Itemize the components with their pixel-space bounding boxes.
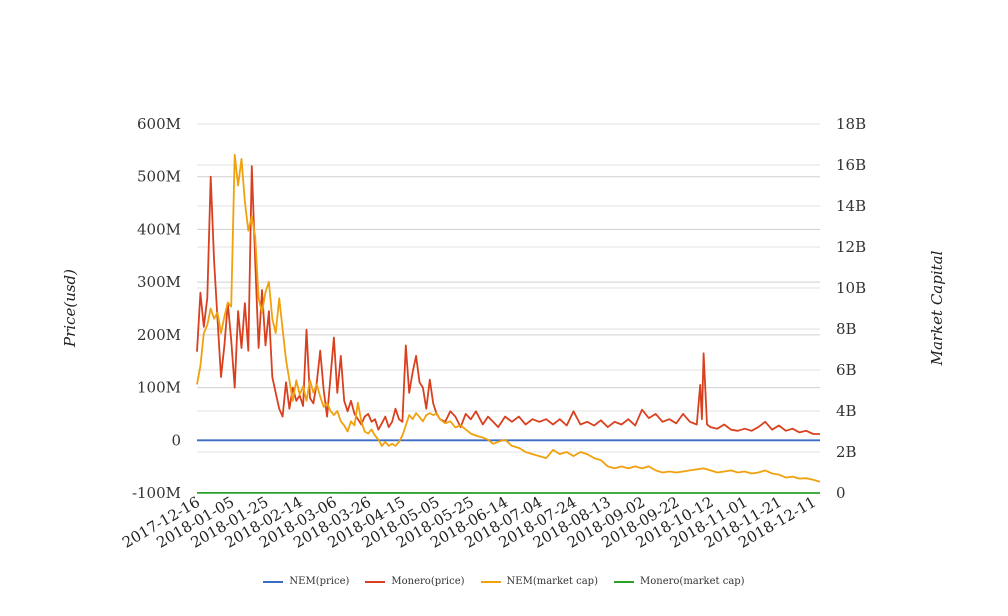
legend-item[interactable]: NEM(price) bbox=[263, 576, 349, 587]
y-tick-label: 500M bbox=[137, 168, 181, 186]
y2-tick-label: 6B bbox=[836, 361, 857, 379]
legend-swatch bbox=[480, 580, 501, 583]
legend: NEM(price) Monero(price) NEM(market cap) Mo… bbox=[0, 576, 1008, 587]
chart: -100M 0 100M 200M 300M 400M 500M 600M 0 2B 4B 6B 8B… bbox=[61, 115, 946, 552]
legend-swatch bbox=[614, 580, 634, 583]
y-tick-label: 100M bbox=[137, 379, 181, 397]
y2-tick-label: 8B bbox=[836, 320, 857, 338]
y2-axis-title: Market Capital bbox=[928, 250, 946, 366]
series-line bbox=[196, 153, 821, 483]
y2-tick-label: 14B bbox=[836, 197, 866, 215]
legend-label: NEM(price) bbox=[289, 576, 350, 587]
left-axis: -100M 0 100M 200M 300M 400M 500M 600M bbox=[132, 115, 181, 502]
y-tick-label: 0 bbox=[171, 431, 181, 449]
legend-swatch bbox=[365, 580, 386, 583]
y-tick-label: 400M bbox=[137, 220, 181, 238]
y2-tick-label: 0 bbox=[836, 484, 846, 502]
y-tick-label: -100M bbox=[132, 484, 181, 502]
series-line bbox=[196, 165, 820, 435]
y2-tick-label: 18B bbox=[836, 115, 866, 133]
y2-tick-label: 12B bbox=[836, 238, 866, 256]
y-axis-title: Price(usd) bbox=[61, 269, 79, 348]
y-tick-label: 300M bbox=[137, 273, 181, 291]
y2-tick-label: 10B bbox=[836, 279, 866, 297]
y2-tick-label: 16B bbox=[836, 156, 866, 174]
legend-label: NEM(market cap) bbox=[506, 576, 598, 587]
legend-label: Monero(market cap) bbox=[640, 576, 745, 587]
right-axis: 0 2B 4B 6B 8B 10B 12B 14B 16B 18B bbox=[836, 115, 866, 502]
grid bbox=[197, 123, 820, 494]
legend-swatch bbox=[263, 580, 284, 583]
legend-label: Monero(price) bbox=[391, 576, 465, 587]
y2-tick-label: 4B bbox=[836, 402, 857, 420]
legend-item[interactable]: Monero(price) bbox=[365, 576, 465, 587]
y-tick-label: 600M bbox=[137, 115, 181, 133]
x-axis: 2017-12-162018-01-052018-01-252018-02-14… bbox=[119, 493, 819, 552]
series-lines bbox=[196, 153, 821, 494]
y-tick-label: 200M bbox=[137, 326, 181, 344]
legend-item[interactable]: Monero(market cap) bbox=[614, 576, 745, 587]
y2-tick-label: 2B bbox=[836, 443, 857, 461]
legend-item[interactable]: NEM(market cap) bbox=[480, 576, 598, 587]
